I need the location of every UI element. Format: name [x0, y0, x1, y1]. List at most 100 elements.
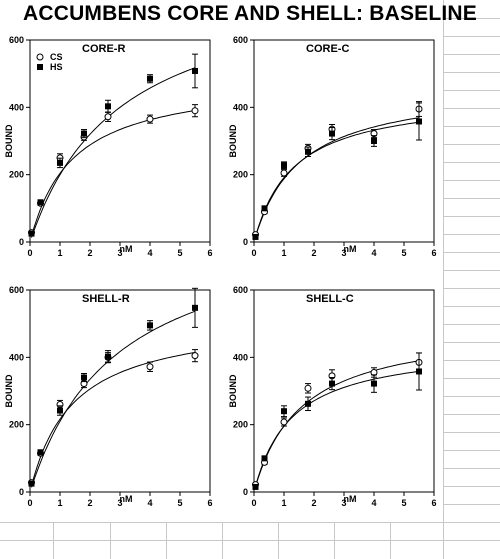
chart-panel-shell-r: 0 1 2 3 4 5 6 0 200 400 600 nM BOUND SHELL-R [4, 285, 213, 508]
y-tick-label: 200 [9, 170, 24, 180]
legend-label: HS [50, 62, 63, 72]
x-tick-label: 0 [251, 498, 256, 508]
y-tick-label: 400 [233, 102, 248, 112]
data-point-hs [105, 103, 111, 110]
y-tick-label: 600 [233, 35, 248, 45]
x-tick-label: 4 [371, 498, 376, 508]
data-point-hs [37, 199, 44, 206]
x-tick-label: 6 [431, 498, 436, 508]
data-point-hs [281, 162, 287, 169]
y-axis-label: BOUND [228, 124, 238, 157]
fit-curve-hs [31, 67, 196, 238]
data-point-hs [371, 380, 377, 387]
x-tick-label: 1 [57, 498, 62, 508]
data-point-cs [280, 169, 288, 177]
fit-curve-cs [31, 352, 196, 487]
x-axis-label: nM [120, 494, 133, 504]
data-point-hs [57, 407, 63, 414]
legend-label: CS [50, 52, 63, 62]
y-tick-label: 400 [9, 352, 24, 362]
data-point-hs [192, 67, 198, 74]
y-tick-label: 0 [243, 237, 248, 247]
data-point-hs [192, 304, 198, 311]
plot-frame [29, 289, 211, 493]
y-tick-label: 600 [9, 35, 24, 45]
y-axis-label: BOUND [228, 374, 238, 407]
plot-frame [253, 289, 435, 493]
chart-panel-core-c: 0 1 2 3 4 5 6 0 200 400 600 nM BOUND CORE-C [228, 35, 437, 258]
chart-panel-shell-c: 0 1 2 3 4 5 6 0 200 400 600 nM BOUND SHELL-C [228, 285, 437, 508]
data-point-hs [329, 130, 335, 137]
fit-curve-hs [255, 121, 420, 237]
data-point-hs [37, 449, 44, 456]
x-axis-label: nM [120, 244, 133, 254]
x-tick-label: 2 [311, 498, 316, 508]
data-point-hs [28, 230, 35, 237]
x-tick-label: 4 [147, 498, 152, 508]
x-tick-label: 1 [281, 498, 286, 508]
data-point-hs [416, 118, 422, 125]
x-tick-label: 3 [341, 248, 346, 258]
page-title: ACCUMBENS CORE AND SHELL: BASELINE [22, 2, 478, 25]
data-point-hs [371, 138, 377, 144]
data-point-cs [304, 384, 312, 392]
legend-marker-hs [37, 64, 43, 70]
fit-curve-hs [255, 370, 420, 487]
y-tick-label: 0 [243, 487, 248, 497]
panel-label: SHELL-C [306, 293, 354, 305]
fit-curve-cs [255, 360, 420, 487]
x-tick-label: 2 [87, 498, 92, 508]
data-point-cs [146, 363, 154, 371]
y-tick-label: 0 [19, 487, 24, 497]
data-point-hs [28, 480, 35, 487]
x-tick-label: 5 [177, 248, 182, 258]
fit-curve-cs [31, 110, 196, 237]
y-tick-label: 600 [233, 285, 248, 295]
y-tick-label: 200 [9, 420, 24, 430]
x-tick-label: 4 [147, 248, 152, 258]
x-tick-label: 1 [57, 248, 62, 258]
legend-marker-cs [36, 53, 44, 61]
x-tick-label: 0 [27, 248, 32, 258]
y-tick-label: 0 [19, 237, 24, 247]
data-point-cs [191, 107, 199, 115]
y-tick-label: 400 [233, 352, 248, 362]
data-point-hs [81, 374, 87, 381]
y-tick-label: 600 [9, 285, 24, 295]
data-point-hs [81, 130, 87, 137]
data-point-cs [191, 352, 199, 360]
data-point-cs [280, 418, 288, 426]
x-tick-label: 2 [87, 248, 92, 258]
data-point-hs [261, 205, 268, 212]
x-axis-label: nM [344, 244, 357, 254]
x-tick-label: 6 [207, 248, 212, 258]
data-point-hs [105, 353, 111, 360]
x-tick-label: 0 [251, 248, 256, 258]
data-point-cs [104, 113, 112, 121]
x-tick-label: 2 [311, 248, 316, 258]
x-tick-label: 3 [117, 248, 122, 258]
data-point-hs [252, 483, 259, 490]
panel-label: SHELL-R [82, 293, 130, 305]
data-point-hs [57, 159, 63, 166]
y-tick-label: 400 [9, 102, 24, 112]
x-tick-label: 3 [117, 498, 122, 508]
y-axis-label: BOUND [4, 124, 14, 157]
data-point-hs [329, 380, 335, 387]
fit-curve-cs [255, 117, 420, 238]
x-axis-label: nM [344, 494, 357, 504]
x-tick-label: 6 [431, 248, 436, 258]
x-tick-label: 5 [401, 498, 406, 508]
data-point-hs [281, 408, 287, 415]
data-point-hs [305, 148, 311, 155]
x-tick-label: 5 [177, 498, 182, 508]
y-tick-label: 200 [233, 420, 248, 430]
x-tick-label: 6 [207, 498, 212, 508]
data-point-hs [252, 233, 259, 240]
data-point-hs [305, 400, 311, 407]
data-point-hs [147, 75, 153, 82]
x-tick-label: 1 [281, 248, 286, 258]
fit-curve-hs [31, 310, 196, 488]
y-axis-label: BOUND [4, 374, 14, 407]
